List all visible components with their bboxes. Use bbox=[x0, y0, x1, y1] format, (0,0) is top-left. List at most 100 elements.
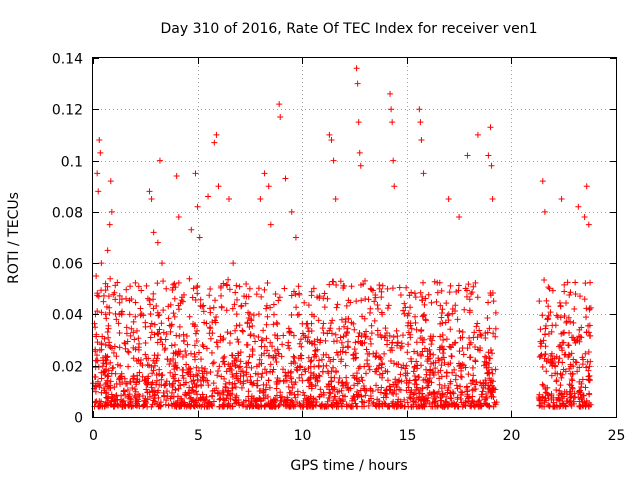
data-point-background bbox=[233, 322, 240, 329]
data-point-background bbox=[491, 399, 498, 406]
data-point-background bbox=[263, 305, 270, 312]
data-point-background bbox=[550, 394, 557, 401]
data-point-background bbox=[196, 349, 203, 356]
data-point-background bbox=[180, 331, 187, 338]
data-point bbox=[267, 221, 274, 228]
data-point-background bbox=[232, 362, 239, 369]
data-point-background bbox=[448, 395, 455, 402]
data-point-background bbox=[291, 381, 298, 388]
data-point-background bbox=[121, 375, 128, 382]
data-point-background bbox=[582, 403, 589, 410]
data-point-background bbox=[482, 396, 489, 403]
data-point-background bbox=[271, 347, 278, 354]
data-point bbox=[389, 119, 396, 126]
data-point-background bbox=[299, 377, 306, 384]
data-point-background bbox=[307, 379, 314, 386]
data-point-background bbox=[562, 403, 569, 410]
data-point-background bbox=[133, 378, 140, 385]
data-point-background bbox=[410, 398, 417, 405]
data-point-background bbox=[572, 290, 579, 297]
data-point-background bbox=[308, 292, 315, 299]
data-point-background bbox=[183, 333, 190, 340]
data-point-background bbox=[261, 366, 268, 373]
data-point-background bbox=[232, 361, 239, 368]
data-point-background bbox=[127, 379, 134, 386]
data-point-background bbox=[133, 327, 140, 334]
data-point-background bbox=[116, 330, 123, 337]
data-point-background bbox=[270, 366, 277, 373]
data-point-background bbox=[151, 400, 158, 407]
data-point-background bbox=[261, 286, 268, 293]
data-point-background bbox=[405, 329, 412, 336]
data-point-background bbox=[176, 333, 183, 340]
data-point-background bbox=[340, 284, 347, 291]
data-point-background bbox=[437, 333, 444, 340]
data-point bbox=[277, 113, 284, 120]
data-point-background bbox=[218, 304, 225, 311]
data-point bbox=[539, 178, 546, 185]
data-point-background bbox=[224, 391, 231, 398]
data-point-background bbox=[537, 326, 544, 333]
data-point-background bbox=[232, 327, 239, 334]
data-point-background bbox=[328, 378, 335, 385]
y-tick-label: 0 bbox=[74, 411, 83, 427]
data-point-background bbox=[427, 335, 434, 342]
data-point-background bbox=[210, 380, 217, 387]
data-point-background bbox=[209, 360, 216, 367]
data-point-background bbox=[566, 291, 573, 298]
data-point-background bbox=[113, 353, 120, 360]
data-point-background bbox=[411, 390, 418, 397]
data-point-background bbox=[420, 279, 427, 286]
data-point bbox=[106, 221, 113, 228]
data-point-background bbox=[279, 341, 286, 348]
data-point-background bbox=[362, 277, 369, 284]
data-point-background bbox=[430, 371, 437, 378]
data-point-background bbox=[332, 369, 339, 376]
x-tick-label: 0 bbox=[89, 428, 98, 444]
data-point-background bbox=[299, 320, 306, 327]
data-point-background bbox=[569, 385, 576, 392]
data-point-background bbox=[102, 311, 109, 318]
data-point-background bbox=[171, 341, 178, 348]
y-tick-labels: 0 0.02 0.04 0.06 0.08 0.1 0.12 0.14 bbox=[52, 52, 83, 427]
data-point-background bbox=[382, 325, 389, 332]
data-point-background bbox=[288, 292, 295, 299]
data-point-background bbox=[582, 350, 589, 357]
data-point-background bbox=[410, 391, 417, 398]
data-point-background bbox=[263, 335, 270, 342]
data-point-background bbox=[290, 353, 297, 360]
data-point-background bbox=[316, 393, 323, 400]
data-point-background bbox=[131, 375, 138, 382]
data-point-background bbox=[180, 381, 187, 388]
data-point-background bbox=[261, 403, 268, 410]
data-point-background bbox=[258, 337, 265, 344]
data-point-background bbox=[340, 333, 347, 340]
data-point-background bbox=[150, 367, 157, 374]
data-point-background bbox=[587, 304, 594, 311]
data-point-background bbox=[438, 287, 445, 294]
data-point-background bbox=[272, 355, 279, 362]
data-point-background bbox=[132, 313, 139, 320]
data-point-background bbox=[403, 284, 410, 291]
data-point-background bbox=[361, 315, 368, 322]
data-point-background bbox=[217, 333, 224, 340]
data-point-background bbox=[142, 319, 149, 326]
data-point-background bbox=[155, 403, 162, 410]
data-point-background bbox=[179, 399, 186, 406]
data-point-background bbox=[225, 387, 232, 394]
data-point-background bbox=[107, 344, 114, 351]
data-point-background bbox=[218, 373, 225, 380]
data-point-background bbox=[368, 322, 375, 329]
data-point-background bbox=[233, 282, 240, 289]
data-point-background bbox=[187, 368, 194, 375]
data-point-background bbox=[187, 350, 194, 357]
data-point bbox=[179, 298, 186, 305]
data-point-background bbox=[200, 393, 207, 400]
data-point-background bbox=[584, 358, 591, 365]
data-point-background bbox=[363, 328, 370, 335]
data-point-background bbox=[154, 352, 161, 359]
data-point-background bbox=[366, 366, 373, 373]
data-point-background bbox=[189, 294, 196, 301]
data-point-background bbox=[264, 313, 271, 320]
data-point-background bbox=[336, 375, 343, 382]
